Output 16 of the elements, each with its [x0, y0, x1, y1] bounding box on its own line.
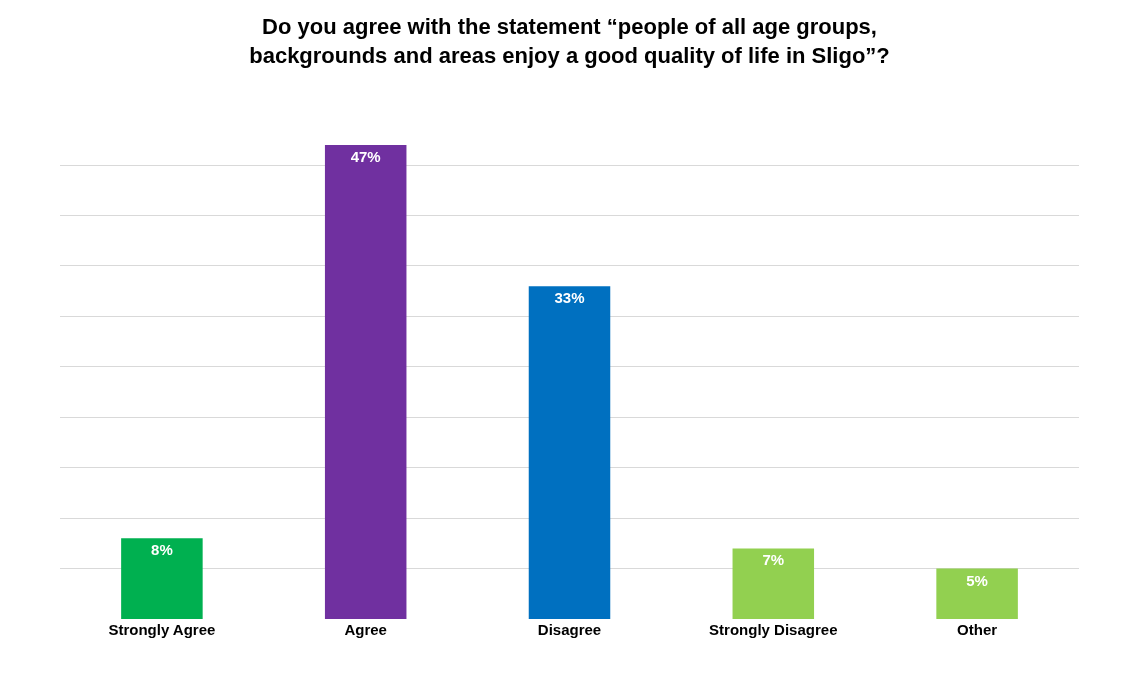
- x-tick-label: Disagree: [537, 621, 602, 638]
- x-tick-label: Strongly Agree: [108, 621, 216, 638]
- data-label: 47%: [350, 147, 381, 165]
- bar: [121, 538, 203, 619]
- bar: [732, 548, 815, 619]
- x-tick-label: Strongly Disagree: [709, 621, 838, 638]
- bar: [324, 144, 407, 619]
- bar: [528, 286, 611, 619]
- bar: [936, 568, 1018, 619]
- x-tick-label: Agree: [344, 621, 387, 638]
- data-label: 7%: [762, 551, 785, 569]
- data-label: 33%: [554, 289, 585, 307]
- chart-title: Do you agree with the statement “people of all age groups, backgrounds and areas enjoy a good quality of life in Sligo”?: [249, 13, 890, 68]
- data-label: 5%: [966, 571, 988, 589]
- x-tick-label: Other: [957, 621, 998, 638]
- data-label: 8%: [151, 541, 173, 559]
